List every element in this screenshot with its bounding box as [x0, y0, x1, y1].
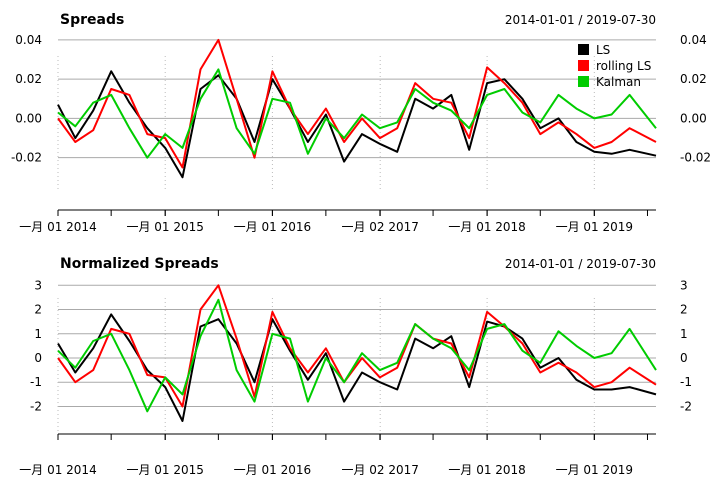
- panel-title: Spreads: [60, 12, 124, 28]
- x-tick-label: 一月 01 2015: [126, 463, 203, 477]
- x-tick-label: 一月 01 2015: [126, 220, 203, 234]
- y-tick-label-left: 0.00: [15, 111, 42, 125]
- y-tick-label-right: -0.02: [680, 151, 711, 165]
- legend-label-ls: LS: [596, 43, 610, 57]
- x-tick-label: 一月 01 2016: [234, 220, 311, 234]
- panel-title: Normalized Spreads: [60, 256, 219, 272]
- date-range-label: 2014-01-01 / 2019-07-30: [505, 13, 656, 27]
- series-line-ls: [57, 313, 657, 422]
- x-tick-label: 一月 01 2018: [448, 463, 525, 477]
- y-tick-label-right: -1: [680, 375, 692, 389]
- y-tick-label-right: 3: [680, 278, 688, 292]
- series-line-kalman: [57, 298, 657, 413]
- series-line-rolling-ls: [57, 38, 657, 169]
- x-tick-label: 一月 01 2019: [556, 463, 633, 477]
- y-tick-label-right: 0.00: [680, 111, 707, 125]
- legend-swatch-rolling-ls: [578, 60, 589, 71]
- y-tick-label-left: -2: [30, 399, 42, 413]
- y-tick-label-right: -2: [680, 399, 692, 413]
- series-line-kalman: [57, 68, 657, 159]
- y-tick-label-left: 1: [34, 327, 42, 341]
- y-tick-label-left: -0.02: [11, 151, 42, 165]
- legend-swatch-ls: [578, 44, 589, 55]
- x-tick-label: 一月 02 2017: [341, 463, 418, 477]
- x-tick-label: 一月 01 2019: [556, 220, 633, 234]
- chart-panel-1: Spreads 2014-01-01 / 2019-07-30 -0.02 -0.02…: [11, 12, 711, 234]
- y-tick-label-right: 0.02: [680, 72, 707, 86]
- x-tick-label: 一月 01 2014: [19, 463, 96, 477]
- date-range-label: 2014-01-01 / 2019-07-30: [505, 257, 656, 271]
- y-tick-label-right: 2: [680, 303, 688, 317]
- y-tick-label-left: 0: [34, 351, 42, 365]
- y-tick-label-left: 0.04: [15, 33, 42, 47]
- y-tick-label-right: 0.04: [680, 33, 707, 47]
- y-tick-label-left: -1: [30, 375, 42, 389]
- x-tick-label: 一月 01 2018: [448, 220, 525, 234]
- x-tick-label: 一月 01 2014: [19, 220, 96, 234]
- chart-panel-2: Normalized Spreads 2014-01-01 / 2019-07-3…: [19, 256, 692, 477]
- y-tick-label-right: 0: [680, 351, 688, 365]
- legend-label-rolling-ls: rolling LS: [596, 59, 651, 73]
- legend-label-kalman: Kalman: [596, 75, 641, 89]
- x-tick-label: 一月 02 2017: [341, 220, 418, 234]
- y-tick-label-left: 3: [34, 278, 42, 292]
- x-tick-label: 一月 01 2016: [234, 463, 311, 477]
- series-line-rolling-ls: [57, 284, 657, 408]
- y-tick-label-left: 0.02: [15, 72, 42, 86]
- series-line-ls: [57, 70, 657, 179]
- y-tick-label-left: 2: [34, 303, 42, 317]
- y-tick-label-right: 1: [680, 327, 688, 341]
- legend-swatch-kalman: [578, 76, 589, 87]
